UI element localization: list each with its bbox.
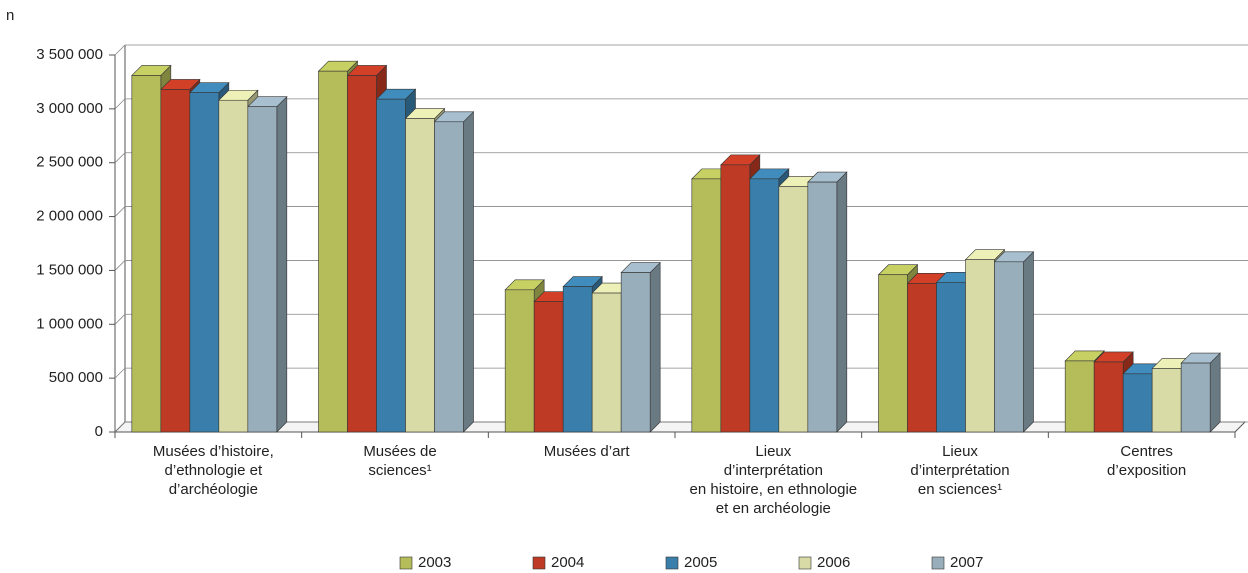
bar	[1122, 373, 1153, 433]
x-tick-label: d’archéologie	[169, 481, 258, 498]
bar	[994, 261, 1024, 433]
bar	[218, 99, 249, 433]
bar	[907, 283, 937, 433]
grid-line	[114, 206, 1248, 217]
bar	[405, 118, 435, 433]
grid-line	[114, 313, 1248, 325]
bar	[691, 178, 722, 433]
bar	[434, 121, 464, 433]
bar	[131, 75, 162, 433]
legend-label: 2004	[551, 554, 584, 571]
bar	[1180, 362, 1211, 433]
legend-label: 2003	[418, 554, 451, 571]
bar	[247, 106, 278, 433]
x-tick-label: d’interprétation	[724, 462, 823, 479]
x-tick-label: Musées de	[363, 443, 436, 460]
y-tick-label: 2 000 000	[36, 208, 103, 225]
x-tick-label: Lieux	[942, 443, 978, 460]
bar	[347, 75, 377, 433]
x-tick-label: Centres	[1120, 443, 1173, 460]
bar	[189, 92, 220, 433]
bar	[807, 181, 838, 433]
legend-swatch	[931, 556, 945, 570]
bar-side	[836, 171, 848, 433]
bar	[562, 286, 593, 433]
bar	[1151, 368, 1182, 433]
x-tick-label: en histoire, en ethnologie	[690, 481, 858, 498]
legend-swatch	[665, 556, 679, 570]
bar	[318, 70, 348, 433]
legend-swatch	[532, 556, 546, 570]
bar	[376, 98, 406, 433]
y-tick-label: 3 000 000	[36, 100, 103, 117]
bar	[720, 164, 751, 433]
bar	[778, 186, 809, 433]
legend-swatch	[399, 556, 413, 570]
y-tick-label: 3 500 000	[36, 46, 103, 63]
bar	[620, 272, 651, 433]
bar-side	[276, 95, 288, 433]
bar-side	[1209, 352, 1221, 433]
x-tick-label: Musées d’art	[544, 443, 631, 460]
bar	[878, 274, 908, 433]
bar	[749, 178, 780, 433]
bar	[1064, 360, 1095, 433]
x-tick-label: Lieux	[755, 443, 791, 460]
x-tick-label: sciences¹	[368, 462, 431, 479]
bar-side	[1023, 251, 1034, 433]
y-tick-label: 2 500 000	[36, 154, 103, 171]
y-tick-label: 500 000	[49, 369, 103, 386]
grid-line	[114, 44, 1248, 56]
bar	[936, 281, 966, 433]
bar-side	[463, 111, 474, 433]
y-tick-label: 1 000 000	[36, 315, 103, 332]
y-tick-label: 1 500 000	[36, 261, 103, 278]
legend-label: 2007	[950, 554, 983, 571]
grid-line	[114, 98, 1248, 110]
legend-swatch	[798, 556, 812, 570]
x-tick-label: Musées d’histoire,	[153, 443, 274, 460]
bar	[533, 301, 564, 433]
legend-label: 2005	[684, 554, 717, 571]
y-tick-label: 0	[95, 423, 103, 440]
grid-line	[114, 367, 1248, 379]
x-tick-label: d’interprétation	[910, 462, 1009, 479]
bar	[965, 259, 995, 433]
grid-line	[114, 152, 1248, 163]
bar-side	[649, 261, 661, 433]
grid-line	[114, 260, 1248, 271]
legend-label: 2006	[817, 554, 850, 571]
bar	[591, 292, 622, 433]
y-axis-label: n	[6, 7, 14, 24]
x-tick-label: en sciences¹	[918, 481, 1002, 498]
bar	[504, 289, 535, 433]
bar	[1093, 361, 1124, 433]
x-tick-label: et en archéologie	[716, 500, 831, 517]
x-tick-label: d’ethnologie et	[165, 462, 263, 479]
grid-line	[114, 421, 1248, 433]
x-tick-label: d’exposition	[1107, 462, 1186, 479]
bar	[160, 89, 191, 433]
